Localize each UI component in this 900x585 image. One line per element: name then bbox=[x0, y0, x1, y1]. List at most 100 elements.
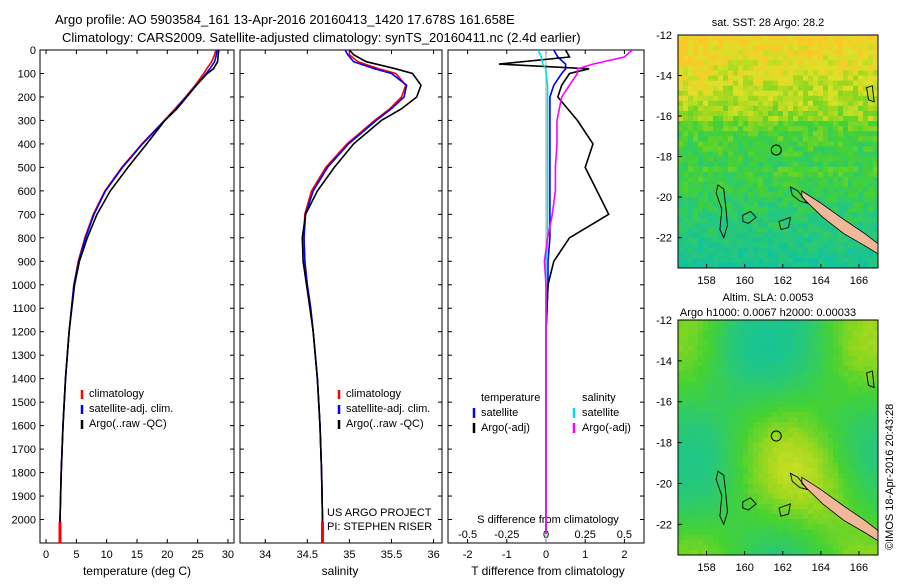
map-cell bbox=[873, 105, 878, 112]
map-cell bbox=[753, 60, 759, 66]
map-cell bbox=[738, 262, 744, 268]
map-cell bbox=[748, 90, 754, 97]
map-cell bbox=[868, 136, 874, 142]
map-cell bbox=[693, 330, 699, 336]
map-cell bbox=[818, 116, 824, 122]
map-cell bbox=[788, 524, 794, 530]
reef-contour bbox=[789, 186, 809, 204]
map-cell bbox=[813, 452, 819, 459]
map-cell bbox=[683, 350, 689, 357]
map-cell bbox=[823, 360, 829, 367]
map-cell bbox=[738, 95, 744, 102]
map-cell bbox=[758, 473, 764, 479]
map-cell bbox=[793, 212, 799, 218]
map-cell bbox=[748, 232, 754, 239]
map-cell bbox=[803, 355, 809, 362]
map-cell bbox=[783, 237, 789, 244]
map-cell bbox=[848, 50, 854, 56]
map-cell bbox=[873, 325, 878, 331]
map-cell bbox=[738, 483, 744, 490]
map-cell bbox=[748, 493, 754, 500]
map-cell bbox=[693, 161, 699, 168]
map-cell bbox=[858, 335, 864, 341]
map-cell bbox=[683, 514, 689, 520]
map-cell bbox=[793, 136, 799, 142]
map-cell bbox=[688, 544, 694, 551]
map-cell bbox=[813, 227, 819, 234]
map-cell bbox=[788, 40, 794, 46]
map-cell bbox=[853, 247, 859, 254]
map-cell bbox=[693, 105, 699, 112]
map-cell bbox=[853, 320, 859, 326]
map-cell bbox=[828, 166, 834, 173]
map-cell bbox=[853, 40, 859, 46]
map-cell bbox=[678, 366, 684, 372]
map-cell bbox=[768, 207, 774, 213]
map-cell bbox=[838, 396, 844, 403]
map-cell bbox=[828, 232, 834, 239]
map-cell bbox=[733, 442, 739, 449]
map-cell bbox=[848, 437, 854, 444]
map-cell bbox=[818, 534, 824, 541]
map-cell bbox=[723, 136, 729, 142]
map-cell bbox=[833, 401, 839, 408]
map-cell bbox=[708, 457, 714, 464]
map-cell bbox=[723, 509, 729, 515]
map-cell bbox=[813, 75, 819, 82]
map-cell bbox=[688, 166, 694, 173]
map-cell bbox=[718, 181, 724, 188]
map-cell bbox=[873, 412, 878, 418]
map-cell bbox=[863, 493, 869, 500]
map-cell bbox=[858, 345, 864, 352]
map-cell bbox=[678, 202, 684, 208]
map-cell bbox=[813, 161, 819, 168]
map-cell bbox=[823, 330, 829, 336]
map-cell bbox=[803, 519, 809, 525]
map-cell bbox=[698, 463, 704, 469]
map-cell bbox=[718, 493, 724, 500]
map-cell bbox=[843, 539, 849, 546]
map-cell bbox=[843, 406, 849, 413]
map-cell bbox=[758, 65, 764, 72]
pi-credit: PI: STEPHEN RISER bbox=[327, 521, 432, 533]
map-cell bbox=[768, 503, 774, 510]
map-cell bbox=[698, 192, 704, 198]
map-cell bbox=[713, 116, 719, 122]
map-cell bbox=[858, 70, 864, 77]
map-cell bbox=[718, 90, 724, 97]
map-cell bbox=[873, 493, 878, 500]
map-cell bbox=[743, 534, 749, 541]
map-cell bbox=[718, 65, 724, 72]
map-cell bbox=[803, 116, 809, 122]
map-cell bbox=[808, 468, 814, 474]
map-cell bbox=[838, 549, 844, 555]
map-cell bbox=[853, 406, 859, 413]
map-cell bbox=[778, 257, 784, 264]
map-cell bbox=[798, 105, 804, 112]
map-cell bbox=[838, 70, 844, 77]
map-cell bbox=[723, 257, 729, 264]
map-cell bbox=[803, 166, 809, 173]
map-cell bbox=[818, 478, 824, 485]
map-cell bbox=[798, 116, 804, 122]
map-cell bbox=[688, 457, 694, 464]
map-cell bbox=[738, 463, 744, 469]
map-cell bbox=[733, 35, 739, 41]
map-cell bbox=[838, 90, 844, 97]
map-cell bbox=[683, 75, 689, 82]
map-cell bbox=[758, 493, 764, 500]
map-cell bbox=[808, 105, 814, 112]
map-cell bbox=[808, 181, 814, 188]
map-cell bbox=[758, 95, 764, 102]
map-cell bbox=[753, 345, 759, 352]
map-cell bbox=[788, 330, 794, 336]
map-cell bbox=[733, 232, 739, 239]
map-cell bbox=[858, 376, 864, 382]
map-cell bbox=[683, 237, 689, 244]
map-cell bbox=[818, 514, 824, 520]
map-cell bbox=[768, 345, 774, 352]
map-cell bbox=[713, 412, 719, 418]
map-cell bbox=[868, 401, 874, 408]
map-cell bbox=[818, 90, 824, 97]
map-cell bbox=[703, 151, 709, 158]
